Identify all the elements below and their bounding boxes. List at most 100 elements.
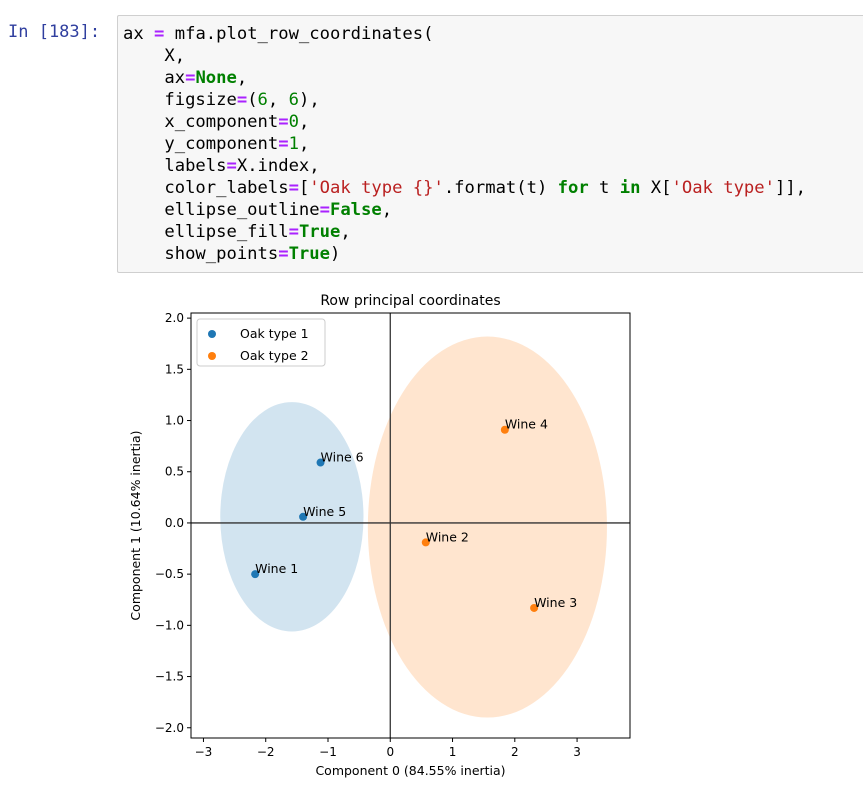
legend-label: Oak type 1 [240,326,309,341]
code-token: 'Oak type {}' [309,178,444,198]
code-token: ]], [774,178,807,198]
y-tick-label: 1.0 [165,414,184,428]
confidence-ellipse [367,336,607,718]
code-token: = [319,200,330,220]
point-label: Wine 1 [255,561,298,576]
code-token: show_points [123,244,279,264]
code-line: ellipse_outline=False, [123,200,392,220]
y-tick-label: −2.0 [155,721,184,735]
code-token: for [557,178,589,198]
code-token: mfa.plot_row_coordinates( [164,24,434,44]
code-token: 1 [288,134,299,154]
y-axis-label: Component 1 (10.64% inertia) [128,430,143,620]
code-token: True [298,222,341,242]
code-token: , [298,134,310,154]
code-line: ax=None, [123,68,247,88]
legend-marker [208,330,216,338]
code-token: 0 [288,112,299,132]
code-token: X, [123,46,186,66]
data-point [530,603,539,612]
code-line: x_component=0, [123,112,309,132]
data-point [316,458,325,467]
code-token: in [619,178,641,198]
data-point [500,425,509,434]
code-token: , [236,68,248,88]
point-label: Wine 3 [534,595,577,610]
chart-title: Row principal coordinates [320,293,500,309]
code-token: 'Oak type' [671,178,775,198]
code-token: = [278,112,289,132]
code-token: .format(t) [443,178,558,198]
y-tick-label: −1.0 [155,618,184,632]
x-tick-label: −3 [195,745,213,759]
code-line: y_component=1, [123,134,309,154]
code-token: = [185,68,196,88]
code-token: X[ [640,178,672,198]
y-tick-label: −1.5 [155,670,184,684]
code-line: ax = mfa.plot_row_coordinates( [123,24,433,44]
code-token: , [298,112,310,132]
code-token: figsize [123,90,237,110]
code-token: , [267,90,289,110]
code-token: t [588,178,620,198]
code-token: , [381,200,393,220]
y-tick-label: 0.5 [165,465,184,479]
x-tick-label: −2 [257,745,275,759]
point-label: Wine 4 [505,417,548,432]
code-token: ellipse_fill [123,222,289,242]
code-line: X, [123,46,185,66]
code-token: labels [123,156,227,176]
x-tick-label: −1 [319,745,337,759]
code-line: figsize=(6, 6), [123,90,320,110]
x-tick-label: 0 [386,745,394,759]
data-point [421,538,430,547]
code-token: ), [298,90,320,110]
y-tick-label: 1.5 [165,362,184,376]
data-point [299,512,308,521]
legend-marker [208,352,216,360]
code-token: color_labels [123,178,289,198]
code-token: y_component [123,134,279,154]
code-token: None [195,68,237,88]
code-token: = [288,178,299,198]
code-line: color_labels=['Oak type {}'.format(t) fo… [123,178,806,198]
code-token: [ [298,178,310,198]
y-tick-label: 0.0 [165,516,184,530]
point-label: Wine 5 [303,504,346,519]
code-token: = [154,24,165,44]
x-tick-label: 3 [573,745,581,759]
code-token: = [288,222,299,242]
code-token: 6 [288,90,299,110]
code-token: True [288,244,330,264]
y-tick-label: 2.0 [165,311,184,325]
x-tick-label: 2 [511,745,519,759]
plot-area [191,313,630,738]
code-token: , [340,222,351,242]
legend-label: Oak type 2 [240,348,309,363]
code-token: ( [247,90,258,110]
legend [196,318,326,367]
code-token: ax [123,68,186,88]
code-token: = [236,90,248,110]
code-cell[interactable]: ax = mfa.plot_row_coordinates( X, ax=Non… [117,15,863,273]
code-editor[interactable]: ax = mfa.plot_row_coordinates( X, ax=Non… [123,23,806,265]
code-token: = [278,134,289,154]
code-token: X.index, [236,156,320,176]
code-token: = [226,156,237,176]
point-label: Wine 6 [321,450,364,465]
code-line: ellipse_fill=True, [123,222,351,242]
cell-prompt: In [183]: [8,22,101,42]
x-axis-label: Component 0 (84.55% inertia) [315,763,505,778]
code-token: False [329,200,382,220]
code-token: x_component [123,112,279,132]
code-token: ellipse_outline [123,200,320,220]
y-tick-label: −0.5 [155,567,184,581]
data-point [251,570,260,579]
plot-frame [190,312,631,739]
x-tick-label: 1 [449,745,457,759]
point-label: Wine 2 [426,529,469,544]
code-token: ) [329,244,341,264]
code-token: = [278,244,289,264]
code-token: ax [123,24,155,44]
